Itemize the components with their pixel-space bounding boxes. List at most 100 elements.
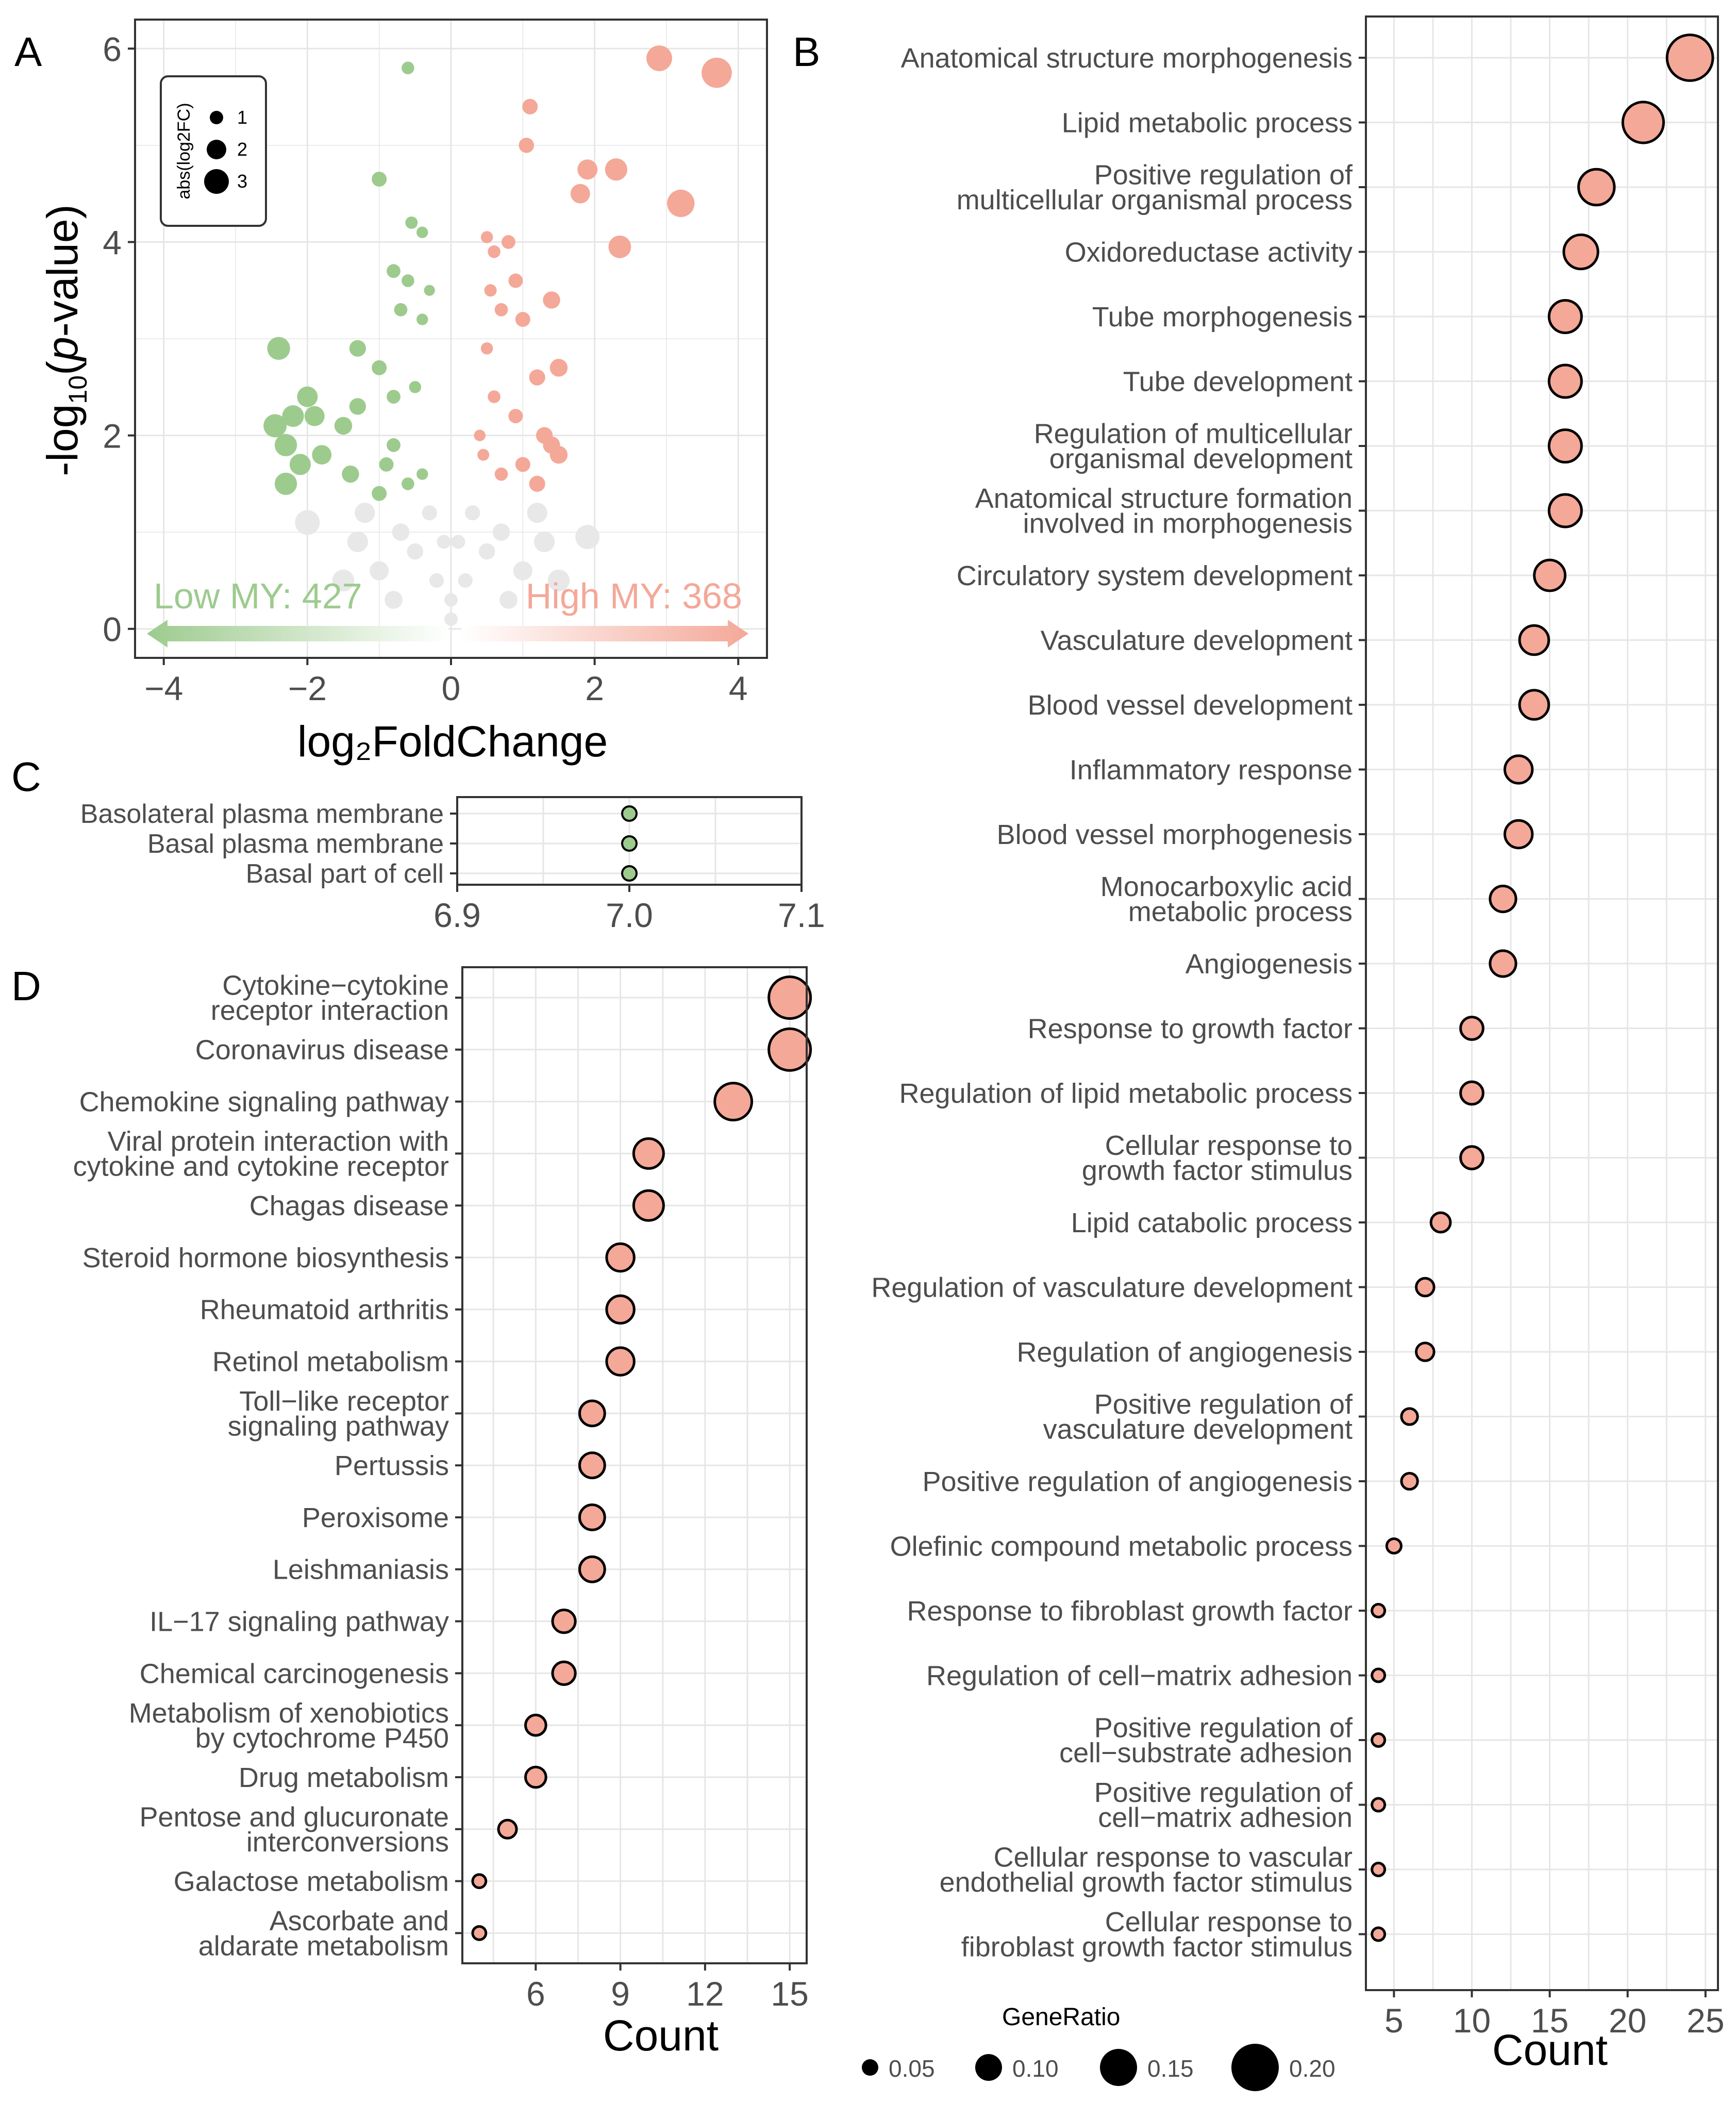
panel-b-term-label: Positive regulation of [1094,1777,1353,1808]
panel-d-term-label: interconversions [246,1827,449,1858]
panel-d-point [605,1294,636,1325]
panel-c-term-label: Basolateral plasma membrane [80,799,444,829]
panel-b-point [1547,299,1583,335]
panel-d-point [578,1555,606,1583]
panel-b-term-label: Anatomical structure morphogenesis [901,43,1353,74]
panel-b-term-label: Positive regulation of [1094,160,1353,191]
panel-c-xtick-label: 7.1 [778,896,825,934]
panel-b-point [1371,1603,1387,1618]
neutral-point [295,510,320,535]
panel-label-a: A [14,29,42,75]
panel-b-term-label: Monocarboxylic acid [1100,871,1353,902]
high-point [570,184,590,204]
panel-a-ytick-label: 0 [103,610,122,649]
panel-b-term-label: Tube development [1123,366,1353,397]
low-point [263,414,287,438]
panel-b-point [1547,428,1583,464]
panel-a-arrows [147,620,748,648]
generatio-legend-dot [1100,2049,1137,2086]
panel-d-term-label: signaling pathway [228,1411,449,1442]
high-point [549,359,568,377]
low-point [304,406,325,426]
low-point [342,465,359,483]
panel-a-points-low [263,61,435,501]
panel-b-term-label: Oxidoreductase activity [1065,237,1353,268]
panel-b-point [1415,1277,1435,1298]
panel-b-point [1371,1926,1387,1942]
low-point [312,445,332,465]
generatio-legend: GeneRatio 0.05 0.10 0.15 0.20 [862,2004,1336,2091]
panel-d-term-label: Coronavirus disease [195,1035,449,1066]
low-point [372,486,387,501]
high-point [502,235,515,249]
low-point [289,454,311,475]
panel-d-point [471,1873,488,1890]
panel-b-terms: Anatomical structure morphogenesis Lipid … [871,43,1366,1963]
high-point [702,57,732,88]
panel-d-xtick-label: 6 [526,1975,545,2013]
ylabel-italic: p [38,337,87,362]
high-point [484,284,497,297]
panel-b-term-label: Tube morphogenesis [1092,302,1353,333]
panel-a-xtick-label: −4 [144,669,183,707]
panel-d-term-label: Chemokine signaling pathway [79,1087,449,1118]
panel-b-bg [1366,16,1718,1990]
panel-d-xtick-label: 12 [686,1975,724,2013]
neutral-point [347,531,369,553]
panel-b-term-label: Lipid metabolic process [1062,107,1353,138]
panel-d-term-label: Chemical carcinogenesis [140,1658,449,1689]
panel-b-point [1547,493,1583,528]
panel-b-term-label: Cellular response to [1105,1130,1353,1161]
generatio-legend-label: 0.10 [1012,2055,1059,2082]
low-point [349,398,366,415]
generatio-legend-dot [975,2054,1002,2081]
panel-b-point [1415,1342,1435,1362]
neutral-point [533,531,555,553]
panel-b-point [1400,1471,1419,1491]
panel-d-grid [462,967,807,1963]
panel-b-grid [1366,16,1718,1990]
ylabel-prefix: -log [38,404,87,476]
panel-d-point [605,1242,636,1273]
panel-b-point [1533,558,1567,592]
high-point [488,390,500,403]
panel-b-point [1371,1797,1387,1813]
panel-b-term-label: Cellular response to vascular [994,1842,1353,1873]
neutral-point [355,503,375,523]
panel-b-term-label: organismal development [1049,443,1353,474]
high-point [522,98,538,114]
high-my-label: High MY: 368 [526,576,742,616]
panel-d-term-label: Cytokine−cytokine [222,970,449,1001]
generatio-legend-dot [1231,2044,1279,2091]
panel-d-term-label: Pertussis [335,1450,449,1481]
panel-b-point [1503,819,1534,850]
low-point [282,405,304,427]
high-point [577,159,598,180]
neutral-point [444,612,458,626]
panel-d-xtick-label: 15 [771,1975,808,2013]
panel-c-axes: 6.9 7.0 7.1 [433,885,825,934]
panel-d-term-label: Metabolism of xenobiotics [129,1698,449,1729]
neutral-point [527,503,547,523]
panel-d-term-label: Drug metabolism [239,1762,449,1793]
panel-b-term-label: Vasculature development [1041,625,1353,656]
legend-dot-3 [204,169,229,194]
panel-d-point [524,1713,547,1737]
panel-d-points [471,975,812,1941]
generatio-legend-label: 0.20 [1289,2055,1336,2082]
panel-b-point [1518,689,1550,721]
panel-b-point [1621,101,1665,144]
panel-a-points-high [474,45,732,492]
panel-b-term-label: Anatomical structure formation [975,483,1353,514]
panel-label-b: B [793,29,820,75]
panel-b-point [1518,624,1550,656]
panel-b-point [1429,1211,1452,1234]
panel-c-xtick-label: 7.0 [606,896,653,934]
panel-b-term-label: Angiogenesis [1186,949,1353,980]
panel-a-points-neutral [295,503,600,626]
high-point [646,45,672,71]
neutral-point [444,593,458,607]
neutral-point [575,525,600,549]
panel-b-term-label: Blood vessel development [1028,690,1353,721]
